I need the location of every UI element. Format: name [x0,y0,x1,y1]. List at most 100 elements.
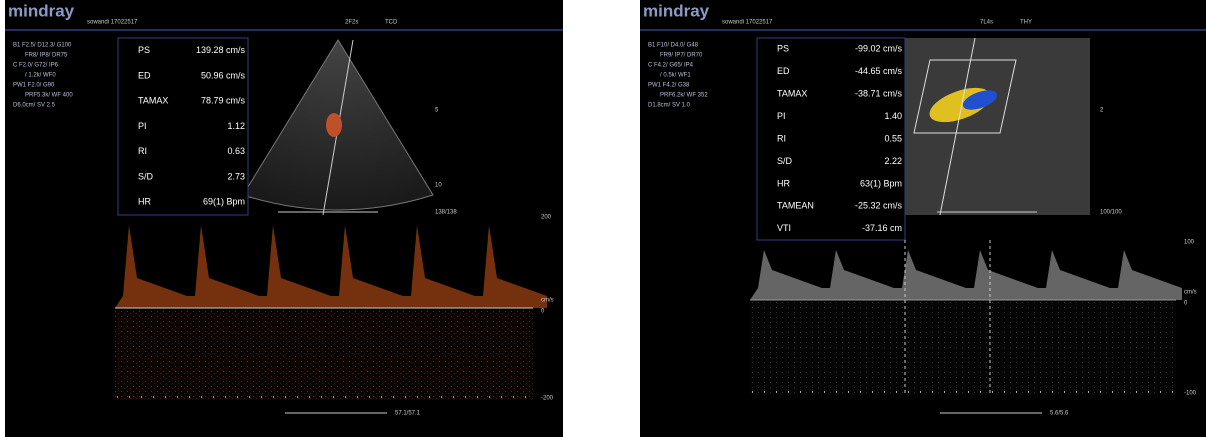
time-tick [992,391,993,393]
measurement-label: TAMEAN [777,201,814,211]
measurement-label: RI [138,146,147,156]
time-tick [225,396,226,398]
measurement-value: 2.22 [884,156,902,166]
setting: PW1 F4.2/ G38 [648,83,690,89]
velocity-scale-label: cm/s [541,298,554,304]
velocity-scale-label: 200 [541,215,552,221]
time-tick [285,396,286,398]
time-tick [429,396,430,398]
time-tick [1112,391,1113,393]
time-tick [1028,391,1029,393]
measurement-value: 69(1) Bpm [203,197,245,207]
setting: PRF5.3k/ WF 400 [25,93,73,99]
time-tick [920,391,921,393]
depth-scale-label: 10 [435,183,442,189]
measurement-label: HR [777,178,790,188]
preset: TCD [385,20,398,26]
time-tick [441,396,442,398]
time-tick [932,391,933,393]
time-tick [1172,391,1173,393]
measurement-value: -25.32 cm/s [855,201,903,211]
time-tick [1004,391,1005,393]
time-tick [273,396,274,398]
measurement-label: VTI [777,223,791,233]
bottom-bar-label: 5.6/5.6 [1050,411,1069,417]
time-tick [968,391,969,393]
bottom-bar-label: 57.1/57.1 [395,411,421,417]
measurement-label: HR [138,197,151,207]
measurement-value: -44.65 cm/s [855,66,903,76]
time-tick [333,396,334,398]
velocity-scale-label: cm/s [1184,290,1197,296]
measurement-value: 63(1) Bpm [860,178,902,188]
time-tick [884,391,885,393]
time-tick [345,396,346,398]
time-tick [1076,391,1077,393]
color-flow [326,113,342,137]
measurement-label: PI [777,111,786,121]
time-tick [141,396,142,398]
time-tick [369,396,370,398]
time-tick [525,396,526,398]
time-tick [381,396,382,398]
screenshot: mindraysowandi 170225172F2sTCDB1 F2.5/ D… [0,0,1206,437]
measurement-label: TAMAX [777,88,807,98]
patient-id: sowandi 17022517 [87,20,138,26]
setting: D1.8cm/ SV 1.0 [648,103,691,109]
time-tick [213,396,214,398]
preset: THY [1020,20,1032,26]
time-tick [1124,391,1125,393]
time-tick [752,391,753,393]
velocity-scale-label: -100 [1184,391,1197,397]
setting: C F2.0/ G72/ IP6 [13,63,59,69]
measurement-value: 1.40 [884,111,902,121]
velocity-scale-label: -200 [541,396,554,402]
setting: / 1.2k/ WF0 [25,73,56,79]
time-tick [417,396,418,398]
measurement-value: 139.28 cm/s [196,45,246,55]
time-tick [237,396,238,398]
measurement-value: 50.96 cm/s [201,70,246,80]
measurement-label: TAMAX [138,96,168,106]
time-tick [908,391,909,393]
time-tick [848,391,849,393]
time-tick [453,396,454,398]
measurement-label: PS [138,45,150,55]
measurement-value: 0.63 [227,146,245,156]
time-tick [944,391,945,393]
spectrum-noise [115,310,533,400]
setting: B1 F2.5/ D12.3/ G100 [13,43,72,49]
measurement-label: S/D [777,156,793,166]
setting: / 0.5k/ WF1 [660,73,691,79]
time-tick [249,396,250,398]
time-tick [836,391,837,393]
bmode-image [905,38,1090,215]
setting: FR9/ IP7/ DR70 [660,53,703,59]
brand: mindray [643,1,710,20]
measurement-label: PI [138,121,147,131]
time-tick [321,396,322,398]
time-tick [1148,391,1149,393]
measurement-label: S/D [138,171,154,181]
time-tick [1040,391,1041,393]
measurement-label: RI [777,133,786,143]
time-tick [477,396,478,398]
measurement-value: 78.79 cm/s [201,96,246,106]
time-tick [261,396,262,398]
time-tick [956,391,957,393]
time-tick [165,396,166,398]
time-tick [513,396,514,398]
time-tick [465,396,466,398]
time-tick [1160,391,1161,393]
time-tick [297,396,298,398]
time-tick [201,396,202,398]
time-tick [153,396,154,398]
depth-bar-label: 100/100 [1100,210,1122,216]
time-tick [1088,391,1089,393]
setting: PW1 F2.0/ G90 [13,83,55,89]
velocity-scale-label: 100 [1184,240,1195,246]
measurement-value: -37.16 cm [862,223,902,233]
measurement-value: 2.73 [227,171,245,181]
measurement-value: 0.55 [884,133,902,143]
depth-bar-label: 138/138 [435,210,457,216]
